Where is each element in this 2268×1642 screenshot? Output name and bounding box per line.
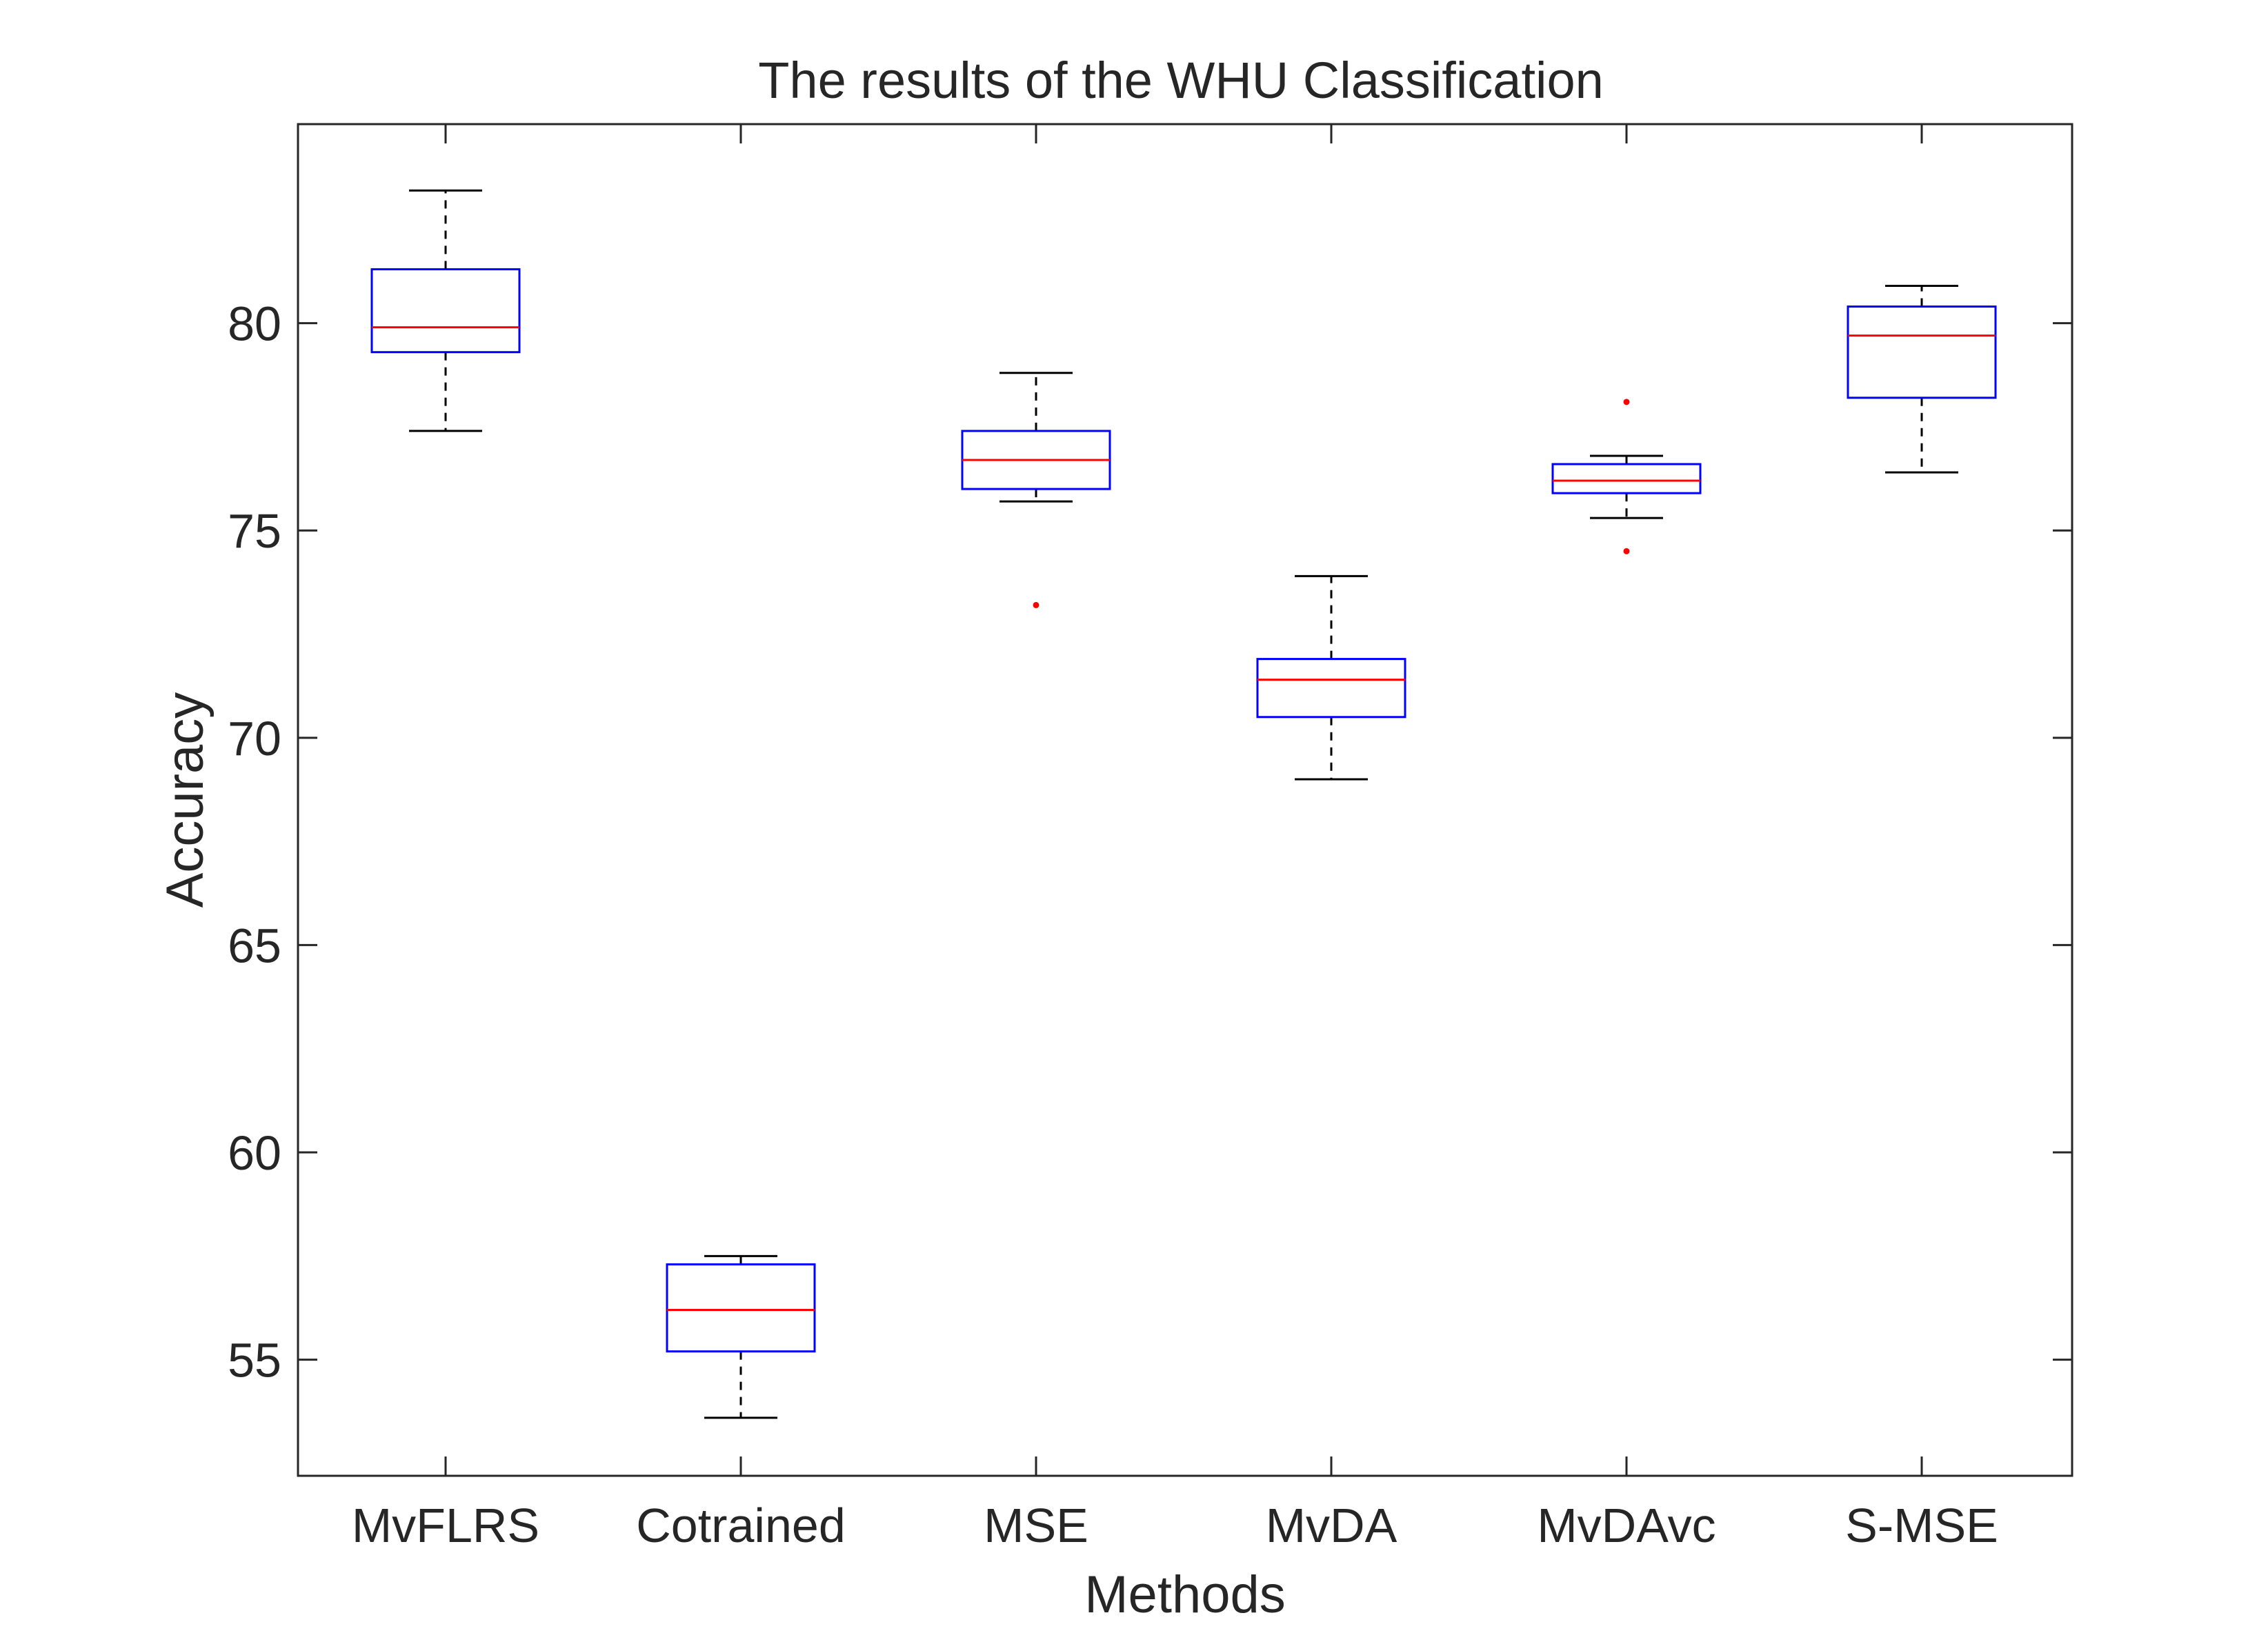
y-tick-label: 55: [228, 1334, 281, 1388]
y-tick-label: 70: [228, 712, 281, 765]
y-tick-label: 80: [228, 297, 281, 351]
plot-area: [297, 123, 2073, 1477]
x-tick-label: MvDA: [1266, 1499, 1397, 1552]
y-axis: 55 60 65 70 75 80: [228, 297, 2072, 1388]
outlier-point: [1623, 399, 1630, 406]
iqr-box: [1847, 306, 1997, 399]
x-tick-label: MvFLRS: [352, 1499, 539, 1552]
x-axis-label: Methods: [1084, 1565, 1286, 1624]
box-Cotrained: [666, 1254, 816, 1419]
chart-title: The results of the WHU Classification: [758, 52, 1604, 109]
y-tick-label: 65: [228, 919, 281, 972]
x-axis: MvFLRS Cotrained MSE MvDA MvDAvc S-MSE: [352, 124, 1998, 1552]
outlier-point: [1033, 601, 1040, 608]
x-tick-label: S-MSE: [1845, 1499, 1998, 1552]
y-axis-label: Accuracy: [156, 692, 215, 908]
iqr-box: [666, 1263, 816, 1353]
x-tick-label: MSE: [984, 1499, 1088, 1552]
outlier-point: [1623, 548, 1630, 554]
x-tick-label: MvDAvc: [1537, 1499, 1715, 1552]
x-tick-label: Cotrained: [636, 1499, 846, 1552]
box-MvDA: [1256, 574, 1406, 781]
box-MvDAvc: [1551, 399, 1702, 554]
iqr-box: [1551, 463, 1702, 494]
iqr-box: [1256, 658, 1406, 719]
box-MSE: [961, 372, 1111, 608]
boxes-layer: [370, 189, 1997, 1419]
y-tick-label: 75: [228, 504, 281, 558]
box-MvFLRS: [370, 189, 521, 432]
y-tick-label: 60: [228, 1126, 281, 1180]
box-S-MSE: [1847, 284, 1997, 474]
iqr-box: [370, 268, 521, 354]
